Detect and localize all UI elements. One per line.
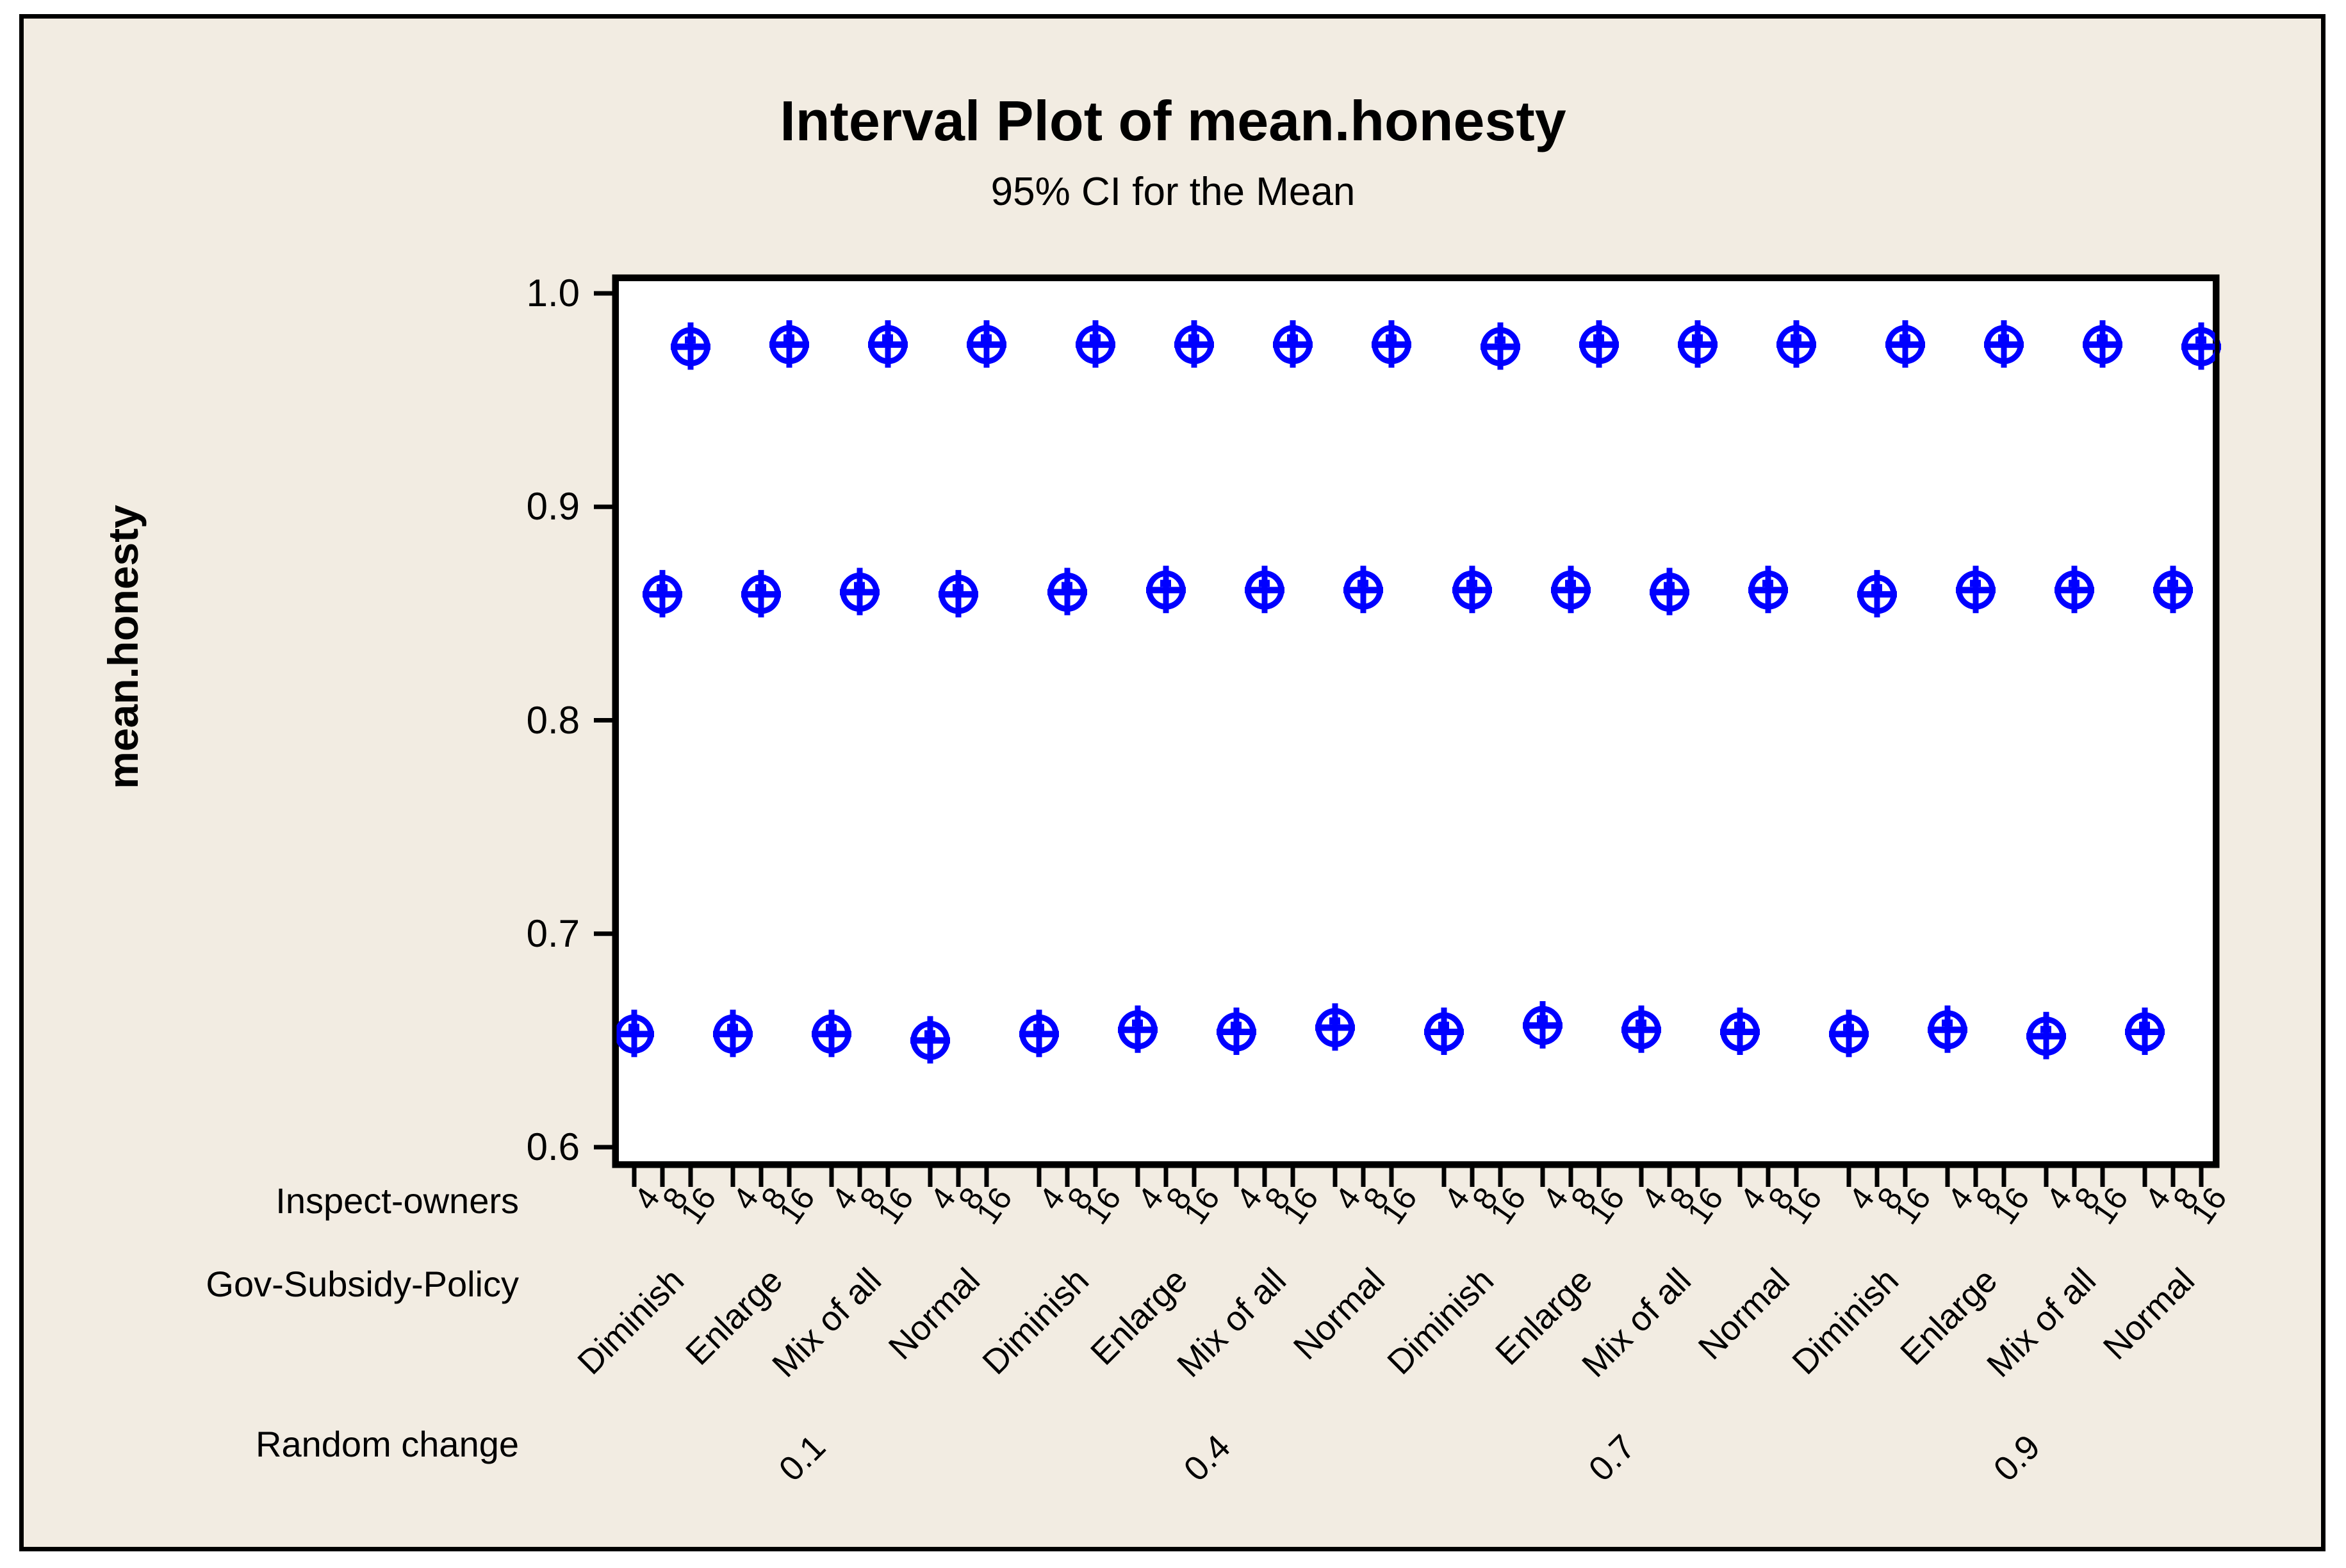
chart-subtitle: 95% CI for the Mean: [990, 170, 1356, 214]
y-tick-label: 0.7: [526, 911, 580, 955]
y-axis-title-text: mean.honesty: [99, 505, 147, 789]
y-tick-label: 0.6: [526, 1125, 580, 1168]
row-label-random-change: Random change: [256, 1424, 519, 1464]
y-tick-label: 0.9: [526, 485, 580, 528]
y-tick-label: 0.8: [526, 698, 580, 742]
row-label-gov-subsidy-policy: Gov-Subsidy-Policy: [206, 1264, 519, 1304]
plot-area: [614, 277, 2217, 1166]
chart-title: Interval Plot of mean.honesty: [780, 89, 1566, 152]
y-tick-label: 1.0: [526, 272, 580, 314]
row-label-inspect-owners: Inspect-owners: [275, 1180, 519, 1221]
